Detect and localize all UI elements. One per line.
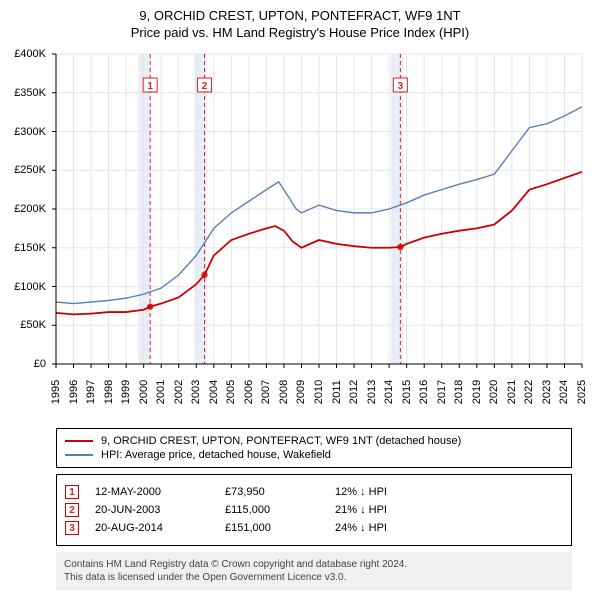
x-tick-label: 2024 — [558, 380, 570, 404]
sale-date: 20-JUN-2003 — [95, 504, 225, 516]
license-line-1: Contains HM Land Registry data © Crown c… — [64, 558, 564, 571]
x-tick-label: 2016 — [418, 380, 430, 404]
x-tick-label: 2019 — [471, 380, 483, 404]
sale-price: £151,000 — [225, 522, 335, 534]
x-tick-label: 2002 — [173, 380, 185, 404]
y-tick-label: £350K — [6, 87, 46, 99]
y-tick-label: £250K — [6, 164, 46, 176]
x-tick-label: 2021 — [506, 380, 518, 404]
x-tick-label: 2015 — [401, 380, 413, 404]
x-tick-label: 2022 — [523, 380, 535, 404]
legend-label: 9, ORCHID CREST, UPTON, PONTEFRACT, WF9 … — [101, 435, 461, 447]
x-tick-label: 2020 — [488, 380, 500, 404]
sale-marker-icon: 1 — [65, 485, 79, 499]
y-tick-label: £300K — [6, 126, 46, 138]
x-tick-label: 1998 — [103, 380, 115, 404]
x-tick-label: 2004 — [208, 380, 220, 404]
x-tick-label: 2005 — [225, 380, 237, 404]
y-tick-label: £0 — [6, 358, 46, 370]
sale-row: 2 20-JUN-2003£115,00021% ↓ HPI — [65, 503, 563, 517]
sale-diff: 12% ↓ HPI — [335, 486, 387, 498]
sale-price: £73,950 — [225, 486, 335, 498]
chart-title: 9, ORCHID CREST, UPTON, PONTEFRACT, WF9 … — [0, 8, 600, 23]
y-tick-label: £400K — [6, 48, 46, 60]
svg-text:3: 3 — [398, 81, 404, 92]
x-tick-label: 2008 — [278, 380, 290, 404]
x-tick-label: 2025 — [576, 380, 588, 404]
legend-swatch — [65, 440, 93, 442]
legend-label: HPI: Average price, detached house, Wake… — [101, 449, 331, 461]
x-tick-label: 1995 — [50, 380, 62, 404]
sale-marker-icon: 3 — [65, 521, 79, 535]
x-tick-label: 2012 — [348, 380, 360, 404]
svg-text:2: 2 — [202, 81, 208, 92]
x-tick-label: 2018 — [453, 380, 465, 404]
sale-date: 12-MAY-2000 — [95, 486, 225, 498]
sales-table: 1 12-MAY-2000£73,95012% ↓ HPI 2 20-JUN-2003… — [56, 474, 572, 546]
license-line-2: This data is licensed under the Open Gov… — [64, 571, 564, 584]
x-tick-label: 2010 — [313, 380, 325, 404]
sale-diff: 24% ↓ HPI — [335, 522, 387, 534]
x-tick-label: 2001 — [155, 380, 167, 404]
sale-diff: 21% ↓ HPI — [335, 504, 387, 516]
x-tick-label: 2013 — [366, 380, 378, 404]
sale-row: 1 12-MAY-2000£73,95012% ↓ HPI — [65, 485, 563, 499]
y-tick-label: £200K — [6, 203, 46, 215]
y-tick-label: £50K — [6, 319, 46, 331]
legend-row: HPI: Average price, detached house, Wake… — [65, 449, 563, 461]
line-chart-svg: 1 2 3 — [0, 44, 600, 424]
sale-date: 20-AUG-2014 — [95, 522, 225, 534]
x-tick-label: 1999 — [120, 380, 132, 404]
x-tick-label: 2014 — [383, 380, 395, 404]
chart-area: 1 2 3 £0 £50K £100K £150K £200K £250K £300K £350K… — [0, 44, 600, 424]
legend-row: 9, ORCHID CREST, UPTON, PONTEFRACT, WF9 … — [65, 435, 563, 447]
y-tick-label: £100K — [6, 281, 46, 293]
sale-marker-icon: 2 — [65, 503, 79, 517]
sale-row: 3 20-AUG-2014£151,00024% ↓ HPI — [65, 521, 563, 535]
y-tick-label: £150K — [6, 242, 46, 254]
x-tick-label: 2000 — [138, 380, 150, 404]
x-tick-label: 2007 — [260, 380, 272, 404]
license-text: Contains HM Land Registry data © Crown c… — [56, 552, 572, 590]
x-tick-label: 1996 — [68, 380, 80, 404]
x-tick-label: 1997 — [85, 380, 97, 404]
legend: 9, ORCHID CREST, UPTON, PONTEFRACT, WF9 … — [56, 428, 572, 468]
x-tick-label: 2023 — [541, 380, 553, 404]
sale-price: £115,000 — [225, 504, 335, 516]
x-tick-label: 2006 — [243, 380, 255, 404]
x-tick-label: 2011 — [331, 380, 343, 404]
chart-subtitle: Price paid vs. HM Land Registry's House … — [0, 25, 600, 40]
svg-text:1: 1 — [147, 81, 153, 92]
legend-swatch — [65, 454, 93, 456]
x-tick-label: 2003 — [190, 380, 202, 404]
chart-header: 9, ORCHID CREST, UPTON, PONTEFRACT, WF9 … — [0, 0, 600, 44]
x-tick-label: 2009 — [295, 380, 307, 404]
x-tick-label: 2017 — [436, 380, 448, 404]
